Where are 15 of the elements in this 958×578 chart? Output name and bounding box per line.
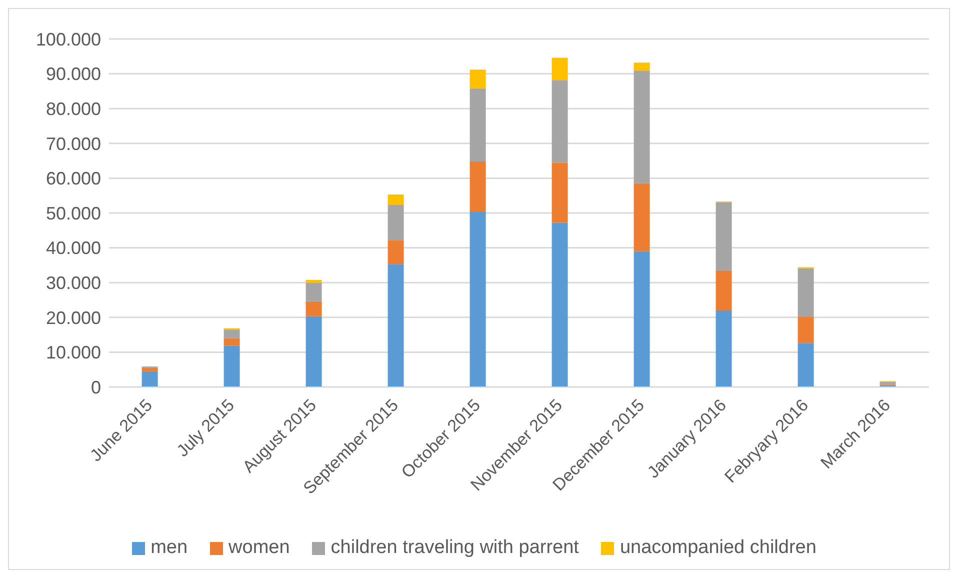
y-tick-label: 80.000 (46, 98, 101, 119)
legend-label: unacompanied children (620, 537, 816, 559)
legend-label: men (150, 537, 188, 559)
y-tick-label: 60.000 (46, 168, 101, 189)
legend-label: children traveling with parrent (330, 537, 579, 559)
y-tick-label: 100.000 (36, 29, 101, 50)
y-tick-label: 40.000 (46, 238, 101, 258)
y-tick-label: 90.000 (46, 64, 101, 84)
y-tick-label: 30.000 (46, 272, 101, 293)
y-tick-label: 0 (90, 377, 101, 398)
y-tick-label: 50.000 (46, 203, 101, 224)
y-tick-label: 10.000 (46, 342, 101, 363)
y-tick-label: 70.000 (46, 134, 101, 154)
y-tick-label: 20.000 (46, 308, 101, 328)
legend-label: women (228, 537, 290, 559)
